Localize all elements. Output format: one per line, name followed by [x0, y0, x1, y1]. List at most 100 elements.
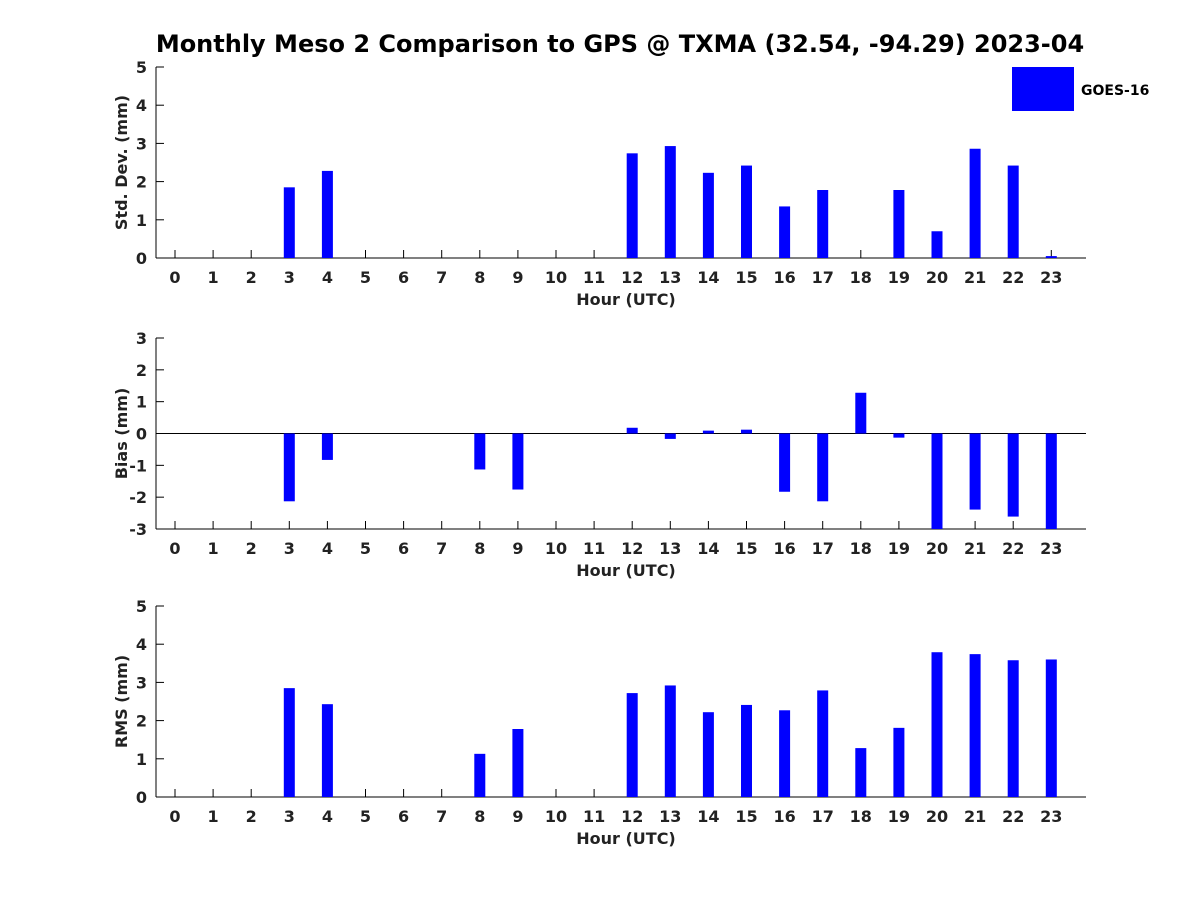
x-tick-label: 7: [436, 268, 447, 287]
x-tick-label: 16: [773, 539, 795, 558]
x-tick-label: 7: [436, 539, 447, 558]
bar-hour-3: [283, 688, 295, 797]
x-tick-label: 14: [697, 539, 719, 558]
bar-hour-4: [321, 704, 333, 797]
bar-hour-18: [855, 392, 867, 434]
x-axis-label: Hour (UTC): [576, 290, 676, 309]
x-tick-label: 0: [169, 268, 180, 287]
x-tick-label: 5: [360, 539, 371, 558]
bar-hour-20: [931, 652, 943, 797]
x-tick-label: 18: [850, 539, 872, 558]
x-tick-label: 15: [735, 268, 757, 287]
bar-hour-17: [817, 190, 829, 258]
bar-hour-20: [931, 231, 943, 258]
x-tick-label: 0: [169, 539, 180, 558]
x-tick-label: 9: [512, 539, 523, 558]
bar-hour-23: [1045, 433, 1057, 529]
bar-hour-15: [741, 165, 752, 258]
x-tick-label: 8: [474, 807, 485, 826]
x-tick-label: 0: [169, 807, 180, 826]
y-tick-label: 0: [136, 249, 147, 268]
legend: GOES-16: [1012, 67, 1149, 111]
x-tick-label: 12: [621, 539, 643, 558]
y-tick-label: 5: [136, 58, 147, 77]
bar-hour-16: [779, 206, 791, 258]
bar-hour-23: [1045, 256, 1057, 258]
bar-hour-17: [817, 690, 829, 797]
x-tick-label: 23: [1040, 807, 1062, 826]
x-tick-label: 6: [398, 268, 409, 287]
x-tick-label: 12: [621, 268, 643, 287]
y-tick-label: 4: [136, 635, 147, 654]
x-tick-label: 23: [1040, 268, 1062, 287]
bar-hour-3: [283, 433, 295, 502]
x-tick-label: 6: [398, 539, 409, 558]
x-tick-label: 16: [773, 807, 795, 826]
x-tick-label: 14: [697, 268, 719, 287]
y-tick-label: 3: [136, 673, 147, 692]
bar-hour-18: [855, 748, 867, 797]
x-tick-label: 5: [360, 268, 371, 287]
bar-hour-14: [702, 172, 714, 258]
x-tick-label: 20: [926, 268, 948, 287]
x-tick-label: 5: [360, 807, 371, 826]
x-tick-label: 2: [246, 539, 257, 558]
x-tick-label: 11: [583, 807, 605, 826]
y-tick-label: 3: [136, 329, 147, 348]
legend-label-goes-16: GOES-16: [1081, 83, 1149, 99]
x-tick-label: 2: [246, 807, 257, 826]
x-tick-label: 4: [322, 807, 333, 826]
x-tick-label: 17: [812, 539, 834, 558]
y-tick-label: 3: [136, 134, 147, 153]
x-tick-label: 19: [888, 539, 910, 558]
x-tick-label: 10: [545, 539, 567, 558]
bar-hour-8: [474, 433, 486, 470]
x-tick-label: 17: [812, 268, 834, 287]
bar-hour-20: [931, 433, 943, 529]
bar-hour-19: [893, 727, 905, 797]
x-tick-label: 9: [512, 807, 523, 826]
bar-hour-12: [626, 693, 638, 797]
bar-hour-21: [969, 148, 981, 258]
bar-hour-22: [1007, 165, 1019, 258]
x-tick-label: 15: [735, 807, 757, 826]
x-tick-label: 20: [926, 807, 948, 826]
x-tick-label: 22: [1002, 807, 1024, 826]
bar-hour-15: [741, 704, 752, 797]
legend-swatch-goes-16: [1012, 67, 1074, 111]
x-tick-label: 22: [1002, 539, 1024, 558]
x-tick-label: 17: [812, 807, 834, 826]
x-tick-label: 21: [964, 807, 986, 826]
x-tick-label: 20: [926, 539, 948, 558]
y-tick-label: 5: [136, 597, 147, 616]
x-tick-label: 22: [1002, 268, 1024, 287]
y-axis-label: RMS (mm): [112, 655, 131, 748]
x-tick-label: 3: [284, 268, 295, 287]
x-tick-label: 10: [545, 268, 567, 287]
x-tick-label: 4: [322, 268, 333, 287]
x-tick-label: 19: [888, 268, 910, 287]
x-tick-label: 16: [773, 268, 795, 287]
x-tick-label: 21: [964, 268, 986, 287]
bar-hour-13: [664, 433, 676, 439]
x-tick-label: 10: [545, 807, 567, 826]
x-tick-label: 18: [850, 268, 872, 287]
x-tick-label: 1: [208, 539, 219, 558]
bar-hour-9: [512, 729, 524, 797]
x-tick-label: 6: [398, 807, 409, 826]
x-tick-label: 9: [512, 268, 523, 287]
bar-hour-16: [779, 710, 791, 797]
y-tick-label: 2: [136, 361, 147, 380]
y-tick-label: 0: [136, 425, 147, 444]
bar-hour-13: [664, 685, 676, 797]
bar-hour-14: [702, 712, 714, 797]
x-tick-label: 8: [474, 268, 485, 287]
y-tick-label: -3: [129, 520, 147, 539]
x-tick-label: 2: [246, 268, 257, 287]
bar-hour-9: [512, 433, 524, 490]
bar-hour-23: [1045, 659, 1057, 797]
x-tick-label: 11: [583, 268, 605, 287]
